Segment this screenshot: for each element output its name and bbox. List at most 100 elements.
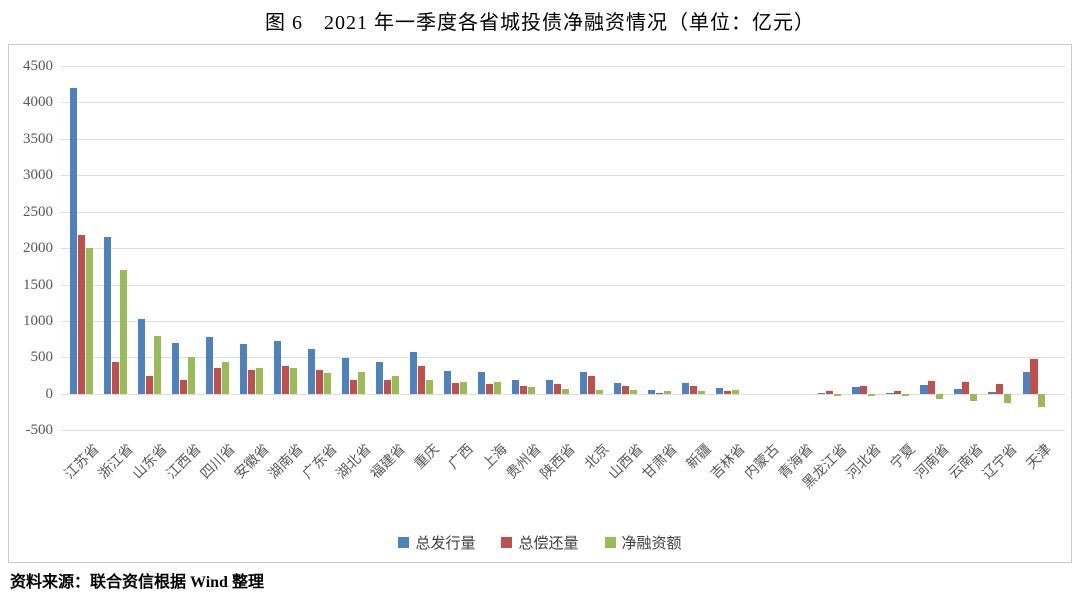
bar-issuance-15 [580, 371, 588, 394]
x-category-label: 山西省 [606, 442, 647, 483]
bar-net-financing-26 [970, 394, 978, 401]
x-category-label: 浙江省 [95, 442, 137, 483]
bar-net-financing-3 [187, 356, 195, 394]
bar-repayment-4 [213, 368, 222, 394]
y-tick-label: 500 [30, 349, 54, 366]
bar-issuance-19 [716, 387, 724, 394]
bar-repayment-3 [179, 379, 188, 394]
bar-net-financing-13 [528, 387, 536, 394]
bar-net-financing-16 [630, 390, 638, 394]
gridline [61, 248, 1065, 250]
bar-repayment-27 [996, 383, 1004, 394]
bar-repayment-17 [656, 393, 664, 394]
bar-repayment-18 [690, 385, 698, 394]
gridline [61, 66, 1065, 67]
bar-net-financing-15 [596, 390, 604, 394]
x-category-label: 北京 [581, 442, 613, 473]
page-title: 图 6 2021 年一季度各省城投债净融资情况（单位：亿元） [265, 12, 815, 34]
bar-net-financing-14 [562, 389, 570, 394]
bar-repayment-12 [486, 383, 494, 394]
bar-issuance-7 [308, 348, 316, 394]
bar-issuance-16 [614, 382, 622, 394]
y-tick-label: 2500 [23, 203, 53, 220]
bar-repayment-15 [588, 375, 596, 394]
bar-repayment-28 [1030, 358, 1038, 394]
bar-net-financing-22 [834, 394, 842, 396]
x-category-label: 云南省 [946, 442, 987, 483]
bar-issuance-12 [478, 371, 486, 394]
bar-issuance-3 [172, 342, 180, 394]
bar-issuance-6 [274, 340, 282, 394]
bar-net-financing-28 [1038, 394, 1046, 408]
bar-net-financing-6 [289, 368, 297, 394]
gridline [61, 430, 1065, 432]
bar-net-financing-0 [85, 248, 93, 394]
bar-net-financing-27 [1004, 394, 1012, 403]
bar-issuance-17 [648, 390, 656, 394]
bar-issuance-8 [342, 358, 350, 394]
bar-issuance-4 [206, 336, 214, 394]
bar-net-financing-10 [425, 379, 434, 394]
x-category-label: 安徽省 [231, 442, 273, 483]
bar-net-financing-7 [323, 372, 331, 394]
x-category-label: 宁夏 [888, 442, 919, 473]
bar-net-financing-11 [459, 382, 468, 394]
bar-net-financing-18 [698, 390, 706, 394]
x-category-label: 辽宁省 [980, 442, 1021, 483]
bar-repayment-1 [111, 361, 119, 394]
x-category-label: 福建省 [367, 442, 409, 483]
gridline [61, 393, 1065, 395]
bar-repayment-19 [724, 390, 732, 394]
bar-net-financing-17 [664, 390, 672, 394]
bar-repayment-14 [554, 384, 562, 394]
x-category-label: 重庆 [411, 442, 443, 473]
gridline [61, 102, 1065, 104]
legend: 总发行量 总偿还量 净融资额 [9, 532, 1071, 553]
x-category-label: 内蒙古 [742, 442, 783, 483]
bar-repayment-0 [77, 234, 85, 394]
bar-repayment-24 [894, 391, 902, 394]
y-tick-label: 2000 [23, 240, 53, 257]
bar-net-financing-9 [391, 376, 400, 394]
x-category-label: 四川省 [197, 442, 239, 483]
bar-repayment-9 [384, 379, 392, 394]
legend-label: 总偿还量 [518, 536, 579, 552]
bar-repayment-8 [350, 379, 358, 394]
bar-issuance-2 [137, 318, 146, 394]
y-tick-label: 3500 [23, 130, 53, 147]
bar-repayment-2 [145, 376, 153, 394]
x-category-label: 山东省 [129, 442, 171, 483]
bar-net-financing-12 [493, 382, 502, 394]
bar-net-financing-4 [221, 362, 229, 394]
bar-issuance-1 [103, 237, 112, 394]
bar-issuance-24 [886, 393, 894, 394]
bar-repayment-13 [520, 386, 528, 394]
x-category-label: 江苏省 [61, 442, 103, 483]
gridline [61, 284, 1065, 286]
y-tick-label: 4500 [23, 58, 53, 74]
legend-item-repayment: 总偿还量 [501, 532, 579, 553]
bar-repayment-25 [928, 380, 936, 394]
bar-repayment-6 [281, 366, 290, 394]
source-note: 资料来源：联合资信根据 Wind 整理 [10, 574, 264, 591]
x-category-label: 贵州省 [504, 442, 545, 483]
bar-repayment-16 [622, 386, 630, 394]
bar-issuance-22 [818, 393, 826, 394]
bar-net-financing-25 [936, 394, 944, 399]
bar-net-financing-23 [868, 394, 876, 396]
x-category-label: 甘肃省 [640, 442, 681, 483]
bar-repayment-11 [452, 382, 460, 394]
x-category-label: 湖南省 [265, 442, 307, 483]
legend-swatch-icon [398, 537, 410, 548]
bar-repayment-22 [826, 391, 834, 394]
bar-issuance-10 [410, 352, 418, 394]
bar-repayment-23 [860, 385, 868, 394]
x-category-label: 湖北省 [333, 442, 375, 483]
bar-issuance-26 [954, 389, 962, 394]
bar-issuance-9 [376, 362, 384, 394]
bar-issuance-27 [988, 391, 996, 394]
y-tick-label: 0 [45, 385, 54, 402]
gridline [61, 175, 1065, 177]
x-category-label: 陕西省 [538, 442, 579, 483]
y-tick-label: 4000 [23, 94, 53, 111]
